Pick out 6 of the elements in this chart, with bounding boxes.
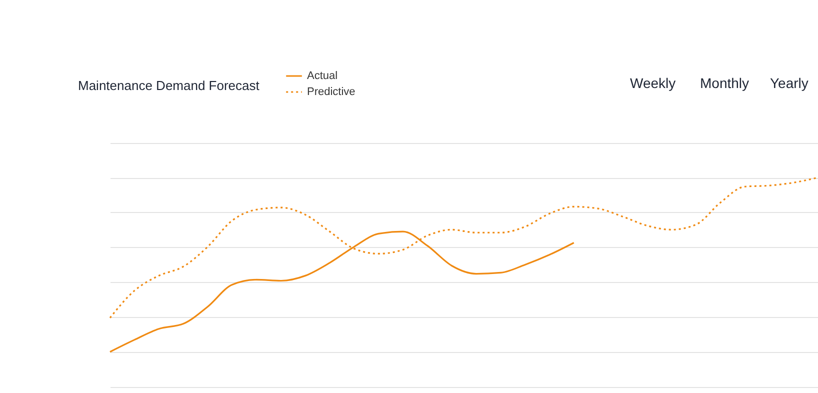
text: Weekly — [630, 75, 676, 91]
text: Yearly — [770, 75, 808, 91]
chart-title: Maintenance Demand Forecast — [78, 78, 260, 93]
legend-label: Predictive — [307, 86, 356, 98]
legend-label: Actual — [307, 70, 338, 82]
text: Monthly — [700, 75, 750, 91]
